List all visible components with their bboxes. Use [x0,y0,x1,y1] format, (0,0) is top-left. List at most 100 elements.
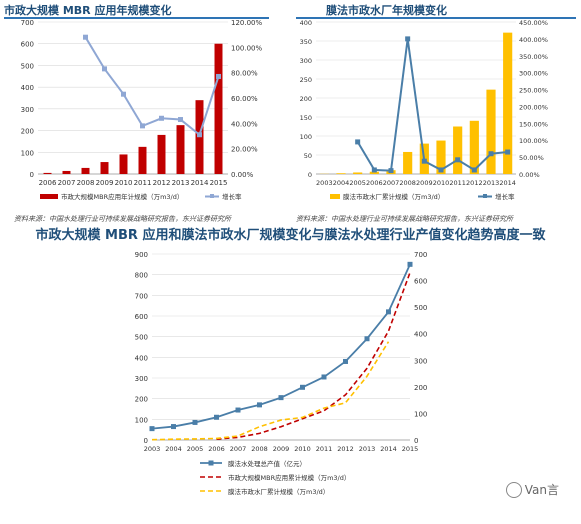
series-point [235,407,241,413]
series-point [386,309,391,315]
growth-point [505,149,511,155]
growth-point [159,115,164,121]
bar [119,154,128,174]
x-tick-label: 2006 [39,179,57,187]
legend-line-marker [210,194,214,198]
series-point [257,402,262,408]
x-tick-label: 2011 [134,179,152,187]
series-point [364,336,370,342]
bar [81,167,90,174]
series-point [300,384,305,390]
y-left-tick-label: 800 [135,272,148,280]
x-tick-label: 2009 [96,179,114,187]
y-right-tick-label: 0 [414,437,418,445]
x-tick-label: 2010 [433,179,450,187]
x-tick-label: 2013 [483,179,500,187]
y-left-tick-label: 200 [21,128,34,136]
y-right-tick-label: 0.00% [231,171,254,179]
series-line [151,263,411,430]
x-tick-label: 2014 [380,445,397,453]
x-tick-label: 2007 [230,445,247,453]
y-left-tick-label: 400 [21,84,34,92]
y-left-tick-label: 50 [304,152,312,160]
y-right-tick-label: 400 [414,331,427,339]
bar [43,172,52,174]
y-right-tick-label: 400.00% [519,36,548,44]
series-point [214,414,219,420]
x-tick-label: 2004 [333,179,350,187]
watermark: Van言 [505,481,559,498]
combined-trend-chart: 0 100 200 300 400 500 600 700 800 900 0 100 200 300 40… [135,251,428,496]
y-left-tick-label: 500 [135,334,148,342]
x-tick-label: 2003 [144,445,161,453]
bar [353,172,363,174]
bottom-chart-title: 市政大规模 MBR 应用和膜法市政水厂规模变化与膜法水处理行业产值变化趋势高度一… [35,228,546,243]
growth-line [356,38,508,172]
y-right-tick-label: 300.00% [519,70,548,78]
y-right-tick-label: 20.00% [231,146,258,154]
x-tick-label: 2010 [294,445,311,453]
x-tick-label: 2005 [187,445,204,453]
x-tick-label: 2003 [316,179,333,187]
y-right-tick-label: 0.00% [519,171,540,179]
growth-point [371,167,377,173]
wechat-icon [505,482,522,498]
x-tick-label: 2014 [191,179,209,187]
bar [138,146,147,174]
x-tick-label: 2012 [153,179,171,187]
left-chart-title: 市政大规模 MBR 应用年规模变化 [4,4,172,17]
y-right-tick-label: 450.00% [519,19,548,27]
y-right-tick-label: 100.00% [519,137,548,145]
y-left-tick-label: 400 [300,19,312,27]
growth-point [178,117,183,123]
y-right-tick-label: 200 [414,384,427,392]
x-tick-label: 2014 [499,179,516,187]
y-left-tick-label: 300 [21,106,34,114]
y-right-tick-label: 200.00% [519,103,548,111]
membrane-plant-chart: 0 50 100 150 200 250 300 350 400 0.00% 50.00% 100.0… [300,19,548,201]
x-tick-label: 2008 [77,179,95,187]
series-point [407,261,413,267]
x-tick-label: 2009 [416,179,433,187]
bar [157,134,166,174]
growth-point [140,123,145,129]
x-tick-label: 2013 [359,445,376,453]
growth-point [421,158,427,164]
x-tick-label: 2004 [165,445,182,453]
growth-point [216,73,221,79]
series-line [216,272,411,440]
bar [369,171,379,174]
y-left-tick-label: 250 [300,76,312,84]
x-tick-label: 2012 [466,179,483,187]
x-tick-label: 2010 [115,179,133,187]
watermark-text: Van言 [524,482,559,497]
growth-point [121,91,126,97]
bar [336,173,346,174]
y-left-tick-label: 0 [144,437,148,445]
growth-point [355,139,361,145]
source-left: 资料来源：中国水处理行业可持续发展战略研究报告，东兴证券研究所 [14,215,231,223]
y-left-tick-label: 600 [21,41,34,49]
bar [453,126,463,174]
series-point [278,395,284,401]
y-left-tick-label: 350 [300,38,312,46]
x-tick-label: 2015 [402,445,419,453]
bar [469,120,479,174]
y-left-tick-label: 200 [300,95,312,103]
growth-point [438,167,444,173]
bar [503,32,513,174]
x-tick-label: 2008 [399,179,416,187]
y-left-tick-label: 700 [21,19,34,27]
x-tick-label: 2007 [58,179,76,187]
y-right-tick-label: 100.00% [231,44,262,52]
growth-point [488,151,494,157]
y-left-tick-label: 200 [135,396,148,404]
bar [436,140,446,174]
x-tick-label: 2006 [366,179,383,187]
y-right-tick-label: 300 [414,357,427,365]
y-right-tick-label: 80.00% [231,70,258,78]
growth-point [471,167,477,173]
growth-point [405,36,411,42]
x-tick-label: 2012 [337,445,354,453]
bar [100,162,109,174]
